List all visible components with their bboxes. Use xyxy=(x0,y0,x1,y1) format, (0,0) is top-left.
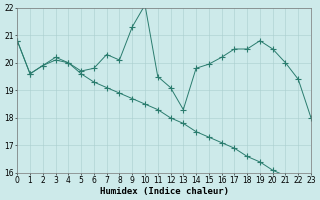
X-axis label: Humidex (Indice chaleur): Humidex (Indice chaleur) xyxy=(100,187,229,196)
